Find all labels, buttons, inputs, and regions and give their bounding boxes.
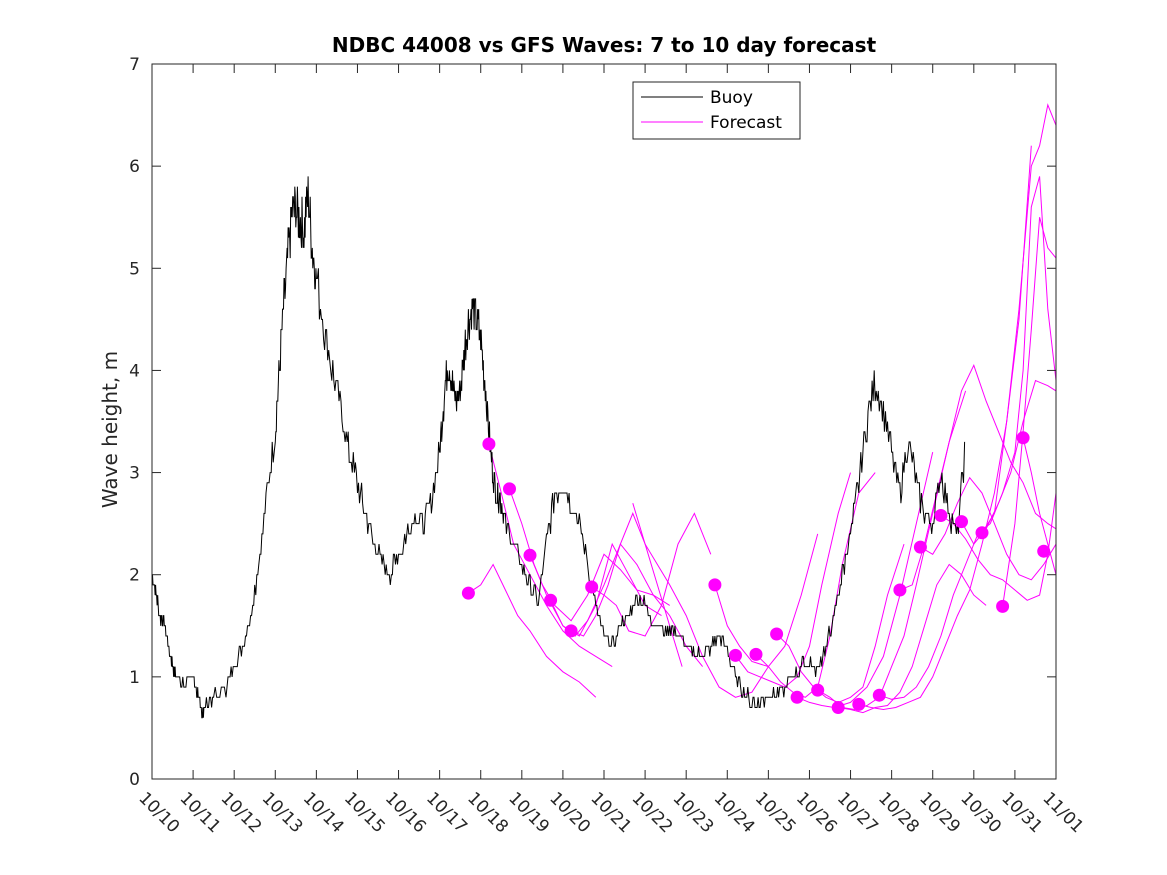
forecast-run-20 xyxy=(940,492,1056,601)
forecast-run-6 xyxy=(570,512,683,667)
forecast-start-point xyxy=(872,688,886,702)
forecast-start-point xyxy=(955,515,968,529)
y-axis-label: Wave height, m xyxy=(98,351,122,508)
forecast-run-18 xyxy=(899,363,1056,591)
plot-area xyxy=(152,103,1056,719)
forecast-run-19 xyxy=(920,476,1056,581)
forecast-start-point xyxy=(831,701,845,714)
forecast-start-point xyxy=(585,580,599,594)
forecast-run-21 xyxy=(961,379,1056,545)
chart-title: NDBC 44008 vs GFS Waves: 7 to 10 day for… xyxy=(332,33,877,57)
forecast-start-point xyxy=(544,593,558,607)
forecast-start-point xyxy=(811,683,825,697)
forecast-start-point xyxy=(461,586,475,600)
forecast-start-point xyxy=(503,482,516,496)
y-tick-label: 6 xyxy=(129,157,140,177)
forecast-run-8 xyxy=(632,503,769,698)
forecast-run-24 xyxy=(1022,437,1056,575)
buoy-series-line xyxy=(152,176,966,719)
forecast-start-point xyxy=(934,509,948,522)
forecast-run-16 xyxy=(858,145,1032,711)
forecast-start-point xyxy=(913,540,927,554)
forecast-run-1 xyxy=(468,563,597,698)
forecast-start-point xyxy=(482,437,496,451)
y-tick-label: 7 xyxy=(129,55,140,75)
forecast-start-point xyxy=(975,526,989,540)
forecast-run-9 xyxy=(714,533,819,668)
forecast-run-22 xyxy=(981,103,1056,534)
forecast-start-point xyxy=(770,627,784,641)
forecast-start-point xyxy=(790,690,804,704)
forecast-start-point xyxy=(893,583,907,597)
forecast-start-point xyxy=(1016,431,1030,445)
forecast-start-point xyxy=(708,578,722,592)
y-tick-label: 0 xyxy=(129,770,140,790)
forecast-run-7 xyxy=(591,512,712,637)
legend-forecast-label: Forecast xyxy=(710,113,782,133)
forecast-run-2 xyxy=(488,443,613,668)
y-tick-label: 5 xyxy=(129,259,140,279)
legend-box xyxy=(632,81,801,140)
forecast-run-10 xyxy=(735,472,851,688)
forecast-run-23 xyxy=(1002,217,1056,607)
forecast-start-point xyxy=(996,599,1010,613)
legend-buoy-label: Buoy xyxy=(710,88,753,108)
forecast-run-13 xyxy=(796,451,934,709)
forecast-start-point xyxy=(564,624,578,638)
y-tick-label: 1 xyxy=(129,668,140,688)
forecast-start-point xyxy=(749,647,763,661)
forecast-start-point xyxy=(523,548,537,562)
y-tick-label: 2 xyxy=(129,566,140,586)
legend: Buoy Forecast xyxy=(632,81,801,140)
y-tick-label: 3 xyxy=(129,464,140,484)
forecast-start-point xyxy=(852,697,866,711)
forecast-start-point xyxy=(729,648,742,662)
forecast-start-point xyxy=(1037,544,1051,558)
y-tick-label: 4 xyxy=(129,361,140,381)
